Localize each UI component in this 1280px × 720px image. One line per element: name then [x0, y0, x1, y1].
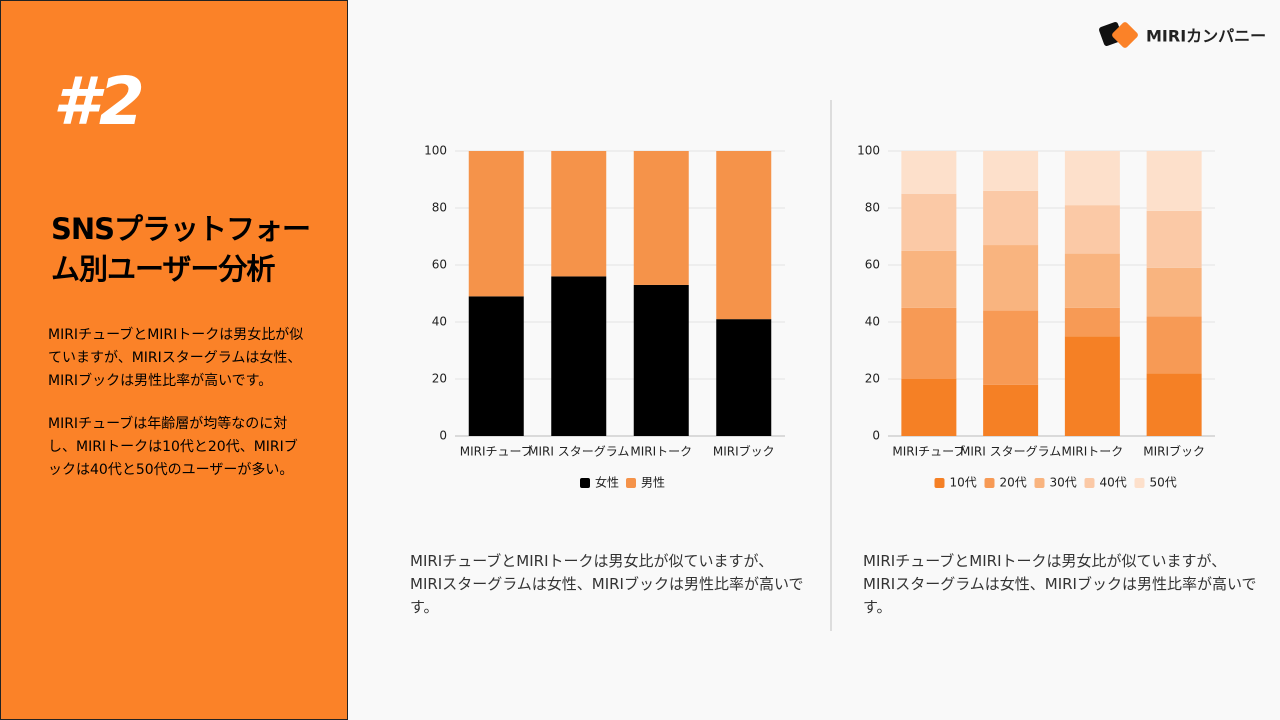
- bar-segment: [983, 151, 1039, 191]
- bar-segment: [901, 193, 957, 251]
- bar-segment: [983, 384, 1039, 436]
- x-tick-label: MIRIチューブ: [460, 444, 533, 459]
- slide-title: SNSプラットフォーム別ユーザー分析: [51, 212, 311, 286]
- y-tick-label: 40: [865, 315, 880, 329]
- bar-segment: [901, 250, 957, 308]
- bar-segment: [983, 310, 1039, 385]
- paragraph: MIRIチューブは年齢層が均等なのに対し、MIRIトークは10代と20代、MIR…: [48, 416, 298, 478]
- y-tick-label: 80: [432, 201, 447, 215]
- slide-number: #2: [53, 63, 145, 140]
- legend-label: 20代: [1000, 476, 1027, 490]
- x-tick-label: MIRIチューブ: [892, 444, 965, 459]
- y-tick-label: 20: [865, 372, 880, 386]
- y-tick-label: 80: [865, 201, 880, 215]
- y-tick-label: 20: [432, 372, 447, 386]
- bar-segment: [633, 284, 689, 436]
- legend-swatch: [626, 478, 636, 488]
- legend-swatch: [1034, 478, 1045, 488]
- bar-segment: [901, 379, 957, 436]
- y-tick-label: 100: [857, 144, 880, 158]
- bar-segment: [1146, 373, 1202, 436]
- bar-segment: [1146, 210, 1202, 268]
- side-panel: #2 SNSプラットフォーム別ユーザー分析 MIRIチューブとMIRIトークは男…: [0, 0, 348, 720]
- legend-label: 50代: [1150, 476, 1177, 490]
- logo-text: MIRIカンパニー: [1146, 27, 1266, 46]
- legend-swatch: [1084, 478, 1095, 488]
- bar-segment: [1064, 151, 1120, 206]
- y-tick-label: 60: [432, 258, 447, 272]
- bar-segment: [1064, 205, 1120, 254]
- bar-segment: [1146, 267, 1202, 317]
- bar-segment: [468, 151, 524, 297]
- y-tick-label: 100: [424, 144, 447, 158]
- bar-segment: [1064, 307, 1120, 337]
- bar-segment: [1064, 253, 1120, 308]
- bar-segment: [716, 151, 772, 320]
- bar-segment: [716, 319, 772, 436]
- bar-segment: [551, 151, 607, 277]
- y-tick-label: 60: [865, 258, 880, 272]
- y-tick-label: 40: [432, 315, 447, 329]
- x-tick-label: MIRIブック: [713, 444, 775, 459]
- x-tick-label: MIRI スターグラム: [528, 445, 629, 459]
- chart-caption: MIRIチューブとMIRIトークは男女比が似ていますが、MIRIスターグラムは女…: [863, 552, 1257, 616]
- bar-segment: [983, 245, 1039, 311]
- legend-label: 男性: [641, 476, 665, 490]
- x-tick-label: MIRI スターグラム: [960, 445, 1061, 459]
- legend-label: 30代: [1050, 476, 1077, 490]
- bar-segment: [901, 307, 957, 379]
- bar-segment: [633, 151, 689, 285]
- legend-swatch: [984, 478, 995, 488]
- legend-swatch: [934, 478, 945, 488]
- legend-label: 10代: [950, 476, 977, 490]
- legend-label: 女性: [595, 476, 619, 490]
- y-tick-label: 0: [872, 429, 880, 443]
- y-tick-label: 0: [439, 429, 447, 443]
- legend-swatch: [580, 478, 590, 488]
- bar-segment: [1146, 151, 1202, 211]
- chart-caption: MIRIチューブとMIRIトークは男女比が似ていますが、MIRIスターグラムは女…: [410, 552, 804, 616]
- x-tick-label: MIRIブック: [1143, 444, 1205, 459]
- x-tick-label: MIRIトーク: [630, 445, 692, 459]
- x-tick-label: MIRIトーク: [1061, 445, 1123, 459]
- legend-label: 40代: [1100, 476, 1127, 490]
- bar-segment: [1064, 336, 1120, 436]
- bar-segment: [468, 296, 524, 436]
- logo-icon: [1099, 22, 1138, 48]
- bar-segment: [551, 276, 607, 436]
- bar-segment: [983, 190, 1039, 246]
- paragraph: MIRIチューブとMIRIトークは男女比が似ていますが、MIRIスターグラムは女…: [48, 327, 304, 389]
- bar-segment: [901, 151, 957, 194]
- bar-segment: [1146, 316, 1202, 374]
- legend-swatch: [1134, 478, 1145, 488]
